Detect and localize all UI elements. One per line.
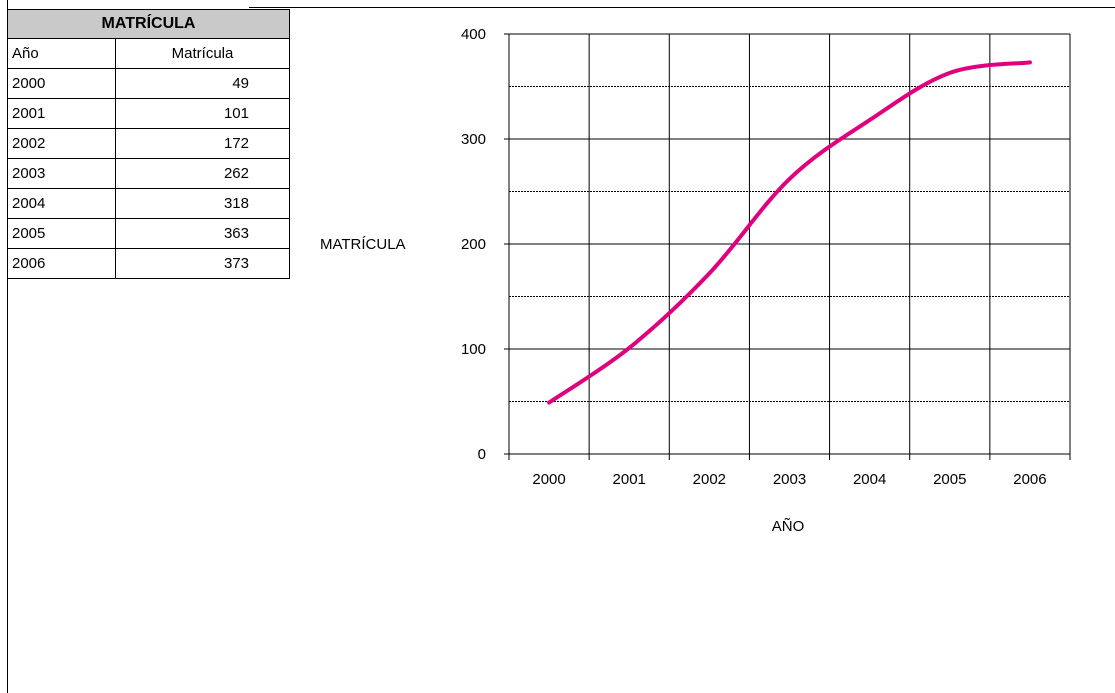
x-tick-label: 2003: [773, 471, 806, 488]
table-row: 2003 262: [7, 158, 290, 189]
cell-enrollment: 373: [115, 248, 290, 279]
cell-enrollment: 363: [115, 218, 290, 249]
cell-enrollment: 318: [115, 188, 290, 219]
cell-year: 2003: [7, 158, 116, 189]
x-tick-label: 2004: [853, 471, 886, 488]
table-row: 2002 172: [7, 128, 290, 159]
cell-year: 2000: [7, 68, 116, 99]
x-tick-label: 2000: [532, 471, 565, 488]
x-tick-label: 2001: [613, 471, 646, 488]
cell-year: 2001: [7, 98, 116, 129]
cell-enrollment: 101: [115, 98, 290, 129]
x-tick-label: 2002: [693, 471, 726, 488]
table-row: 2006 373: [7, 248, 290, 279]
y-tick-label: 100: [461, 341, 486, 358]
y-tick-label: 300: [461, 131, 486, 148]
enrollment-series-line: [547, 60, 1032, 405]
x-tick-label: 2005: [933, 471, 966, 488]
cell-year: 2002: [7, 128, 116, 159]
table-row: 2004 318: [7, 188, 290, 219]
y-tick-label: 400: [461, 26, 486, 43]
y-tick-label: 200: [461, 236, 486, 253]
y-axis-label: MATRÍCULA: [320, 236, 406, 253]
table-row: 2005 363: [7, 218, 290, 249]
x-axis-label: AÑO: [772, 518, 805, 535]
chart-series: [547, 60, 1032, 405]
frame-top-border: [249, 7, 1115, 8]
chart-axes: 0 100 200 300 400 2000 2001 2002 2003 2004 2005 200…: [461, 26, 1071, 488]
frame-left-border: [7, 0, 8, 693]
y-tick-label: 0: [478, 446, 486, 463]
cell-year: 2006: [7, 248, 116, 279]
cell-enrollment: 49: [115, 68, 290, 99]
table-row: 2000 49: [7, 68, 290, 99]
enrollment-table: MATRÍCULA Año Matrícula 2000 49 2001 101…: [7, 9, 290, 279]
table-row: 2001 101: [7, 98, 290, 129]
cell-year: 2005: [7, 218, 116, 249]
x-tick-label: 2006: [1013, 471, 1046, 488]
cell-enrollment: 172: [115, 128, 290, 159]
cell-enrollment: 262: [115, 158, 290, 189]
chart-grid: [509, 33, 1071, 454]
